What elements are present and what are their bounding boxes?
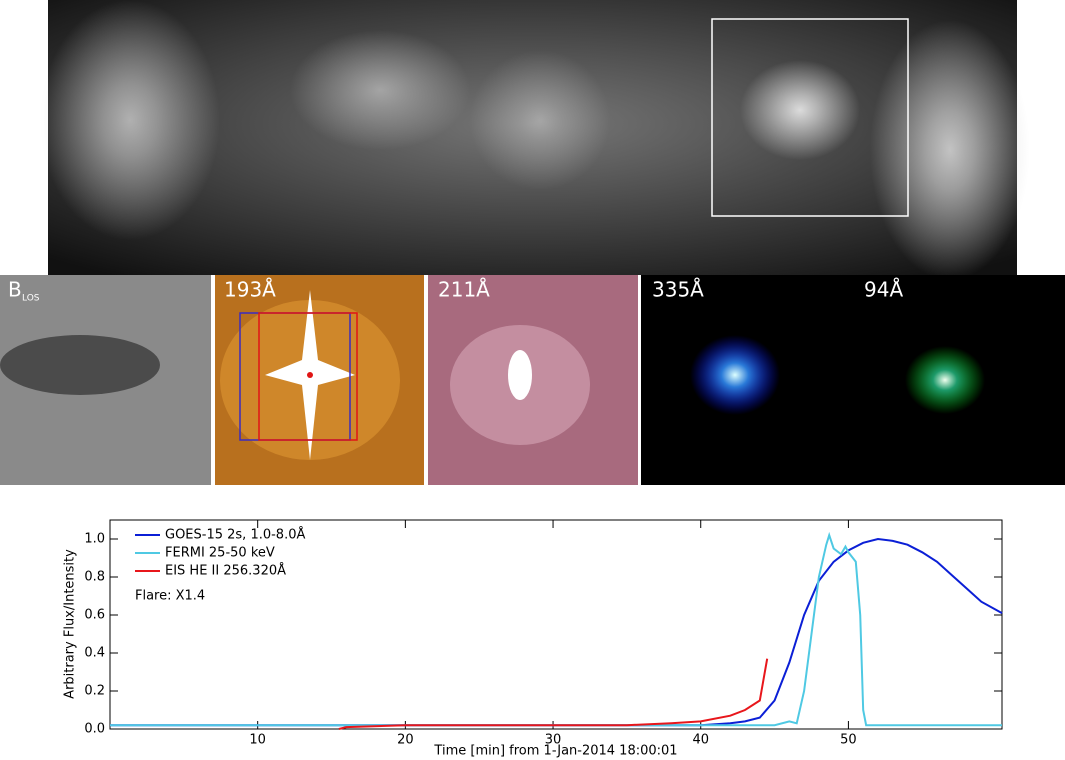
- y-tick-label: 0.2: [84, 684, 105, 699]
- panel-labels: B LOS 193Å 211Å 335Å 94Å: [8, 278, 903, 304]
- panel-label: B: [8, 278, 22, 302]
- series-line: [110, 531, 1002, 727]
- series-line: [338, 658, 769, 730]
- x-tick-label: 20: [397, 733, 414, 748]
- aia-full-image: [40, 0, 1030, 280]
- y-tick-label: 0.6: [84, 608, 105, 623]
- y-tick-label: 0.0: [84, 722, 105, 737]
- annotation: Flare: X1.4: [135, 589, 205, 604]
- x-axis-label: Time [min] from 1-Jan-2014 18:00:01: [433, 744, 677, 759]
- x-tick-label: 40: [692, 733, 709, 748]
- y-tick-label: 0.8: [84, 570, 105, 585]
- panel-images: [0, 275, 1065, 485]
- panel-label: 211Å: [438, 278, 490, 302]
- panel-label: 335Å: [652, 278, 704, 302]
- legend-label: FERMI 25-50 keV: [165, 546, 275, 561]
- y-tick-label: 0.4: [84, 646, 105, 661]
- x-tick-label: 50: [840, 733, 857, 748]
- panel-label-subscript: LOS: [22, 294, 40, 304]
- legend-label: GOES-15 2s, 1.0-8.0Å: [165, 527, 305, 543]
- panel-label: 94Å: [864, 278, 903, 302]
- x-tick-label: 30: [545, 733, 562, 748]
- y-axis-label: Arbitrary Flux/Intensity: [63, 549, 78, 699]
- panel-label: 193Å: [224, 278, 276, 302]
- x-tick-label: 10: [249, 733, 266, 748]
- plot-frame: [109, 519, 1003, 730]
- legend-label: EIS HE II 256.320Å: [165, 563, 286, 579]
- y-tick-label: 1.0: [84, 532, 105, 547]
